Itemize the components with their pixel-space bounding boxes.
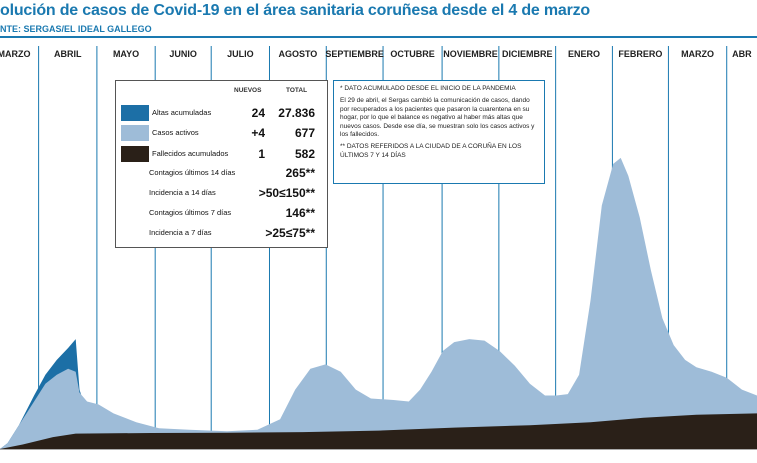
legend-extra-value: >50≤150**	[258, 186, 315, 200]
legend-row-fallecidos: Fallecidos acumulados 1 582	[116, 146, 327, 166]
month-label: DICIEMBRE	[502, 49, 553, 59]
title-rule	[0, 36, 757, 38]
legend-row-incidencia-14: Incidencia a 14 días >50≤150**	[116, 185, 327, 205]
series-areas	[0, 157, 757, 449]
legend-label: Fallecidos acumulados	[152, 149, 229, 158]
legend-extra-label: Contagios últimos 7 días	[149, 208, 232, 217]
legend-extra-label: Incidencia a 7 días	[149, 228, 212, 237]
area-fallecidos-acumulados	[0, 413, 757, 449]
note-sergas-change: El 29 de abril, el Sergas cambió la comu…	[340, 97, 535, 139]
legend-col-nuevos: NUEVOS	[234, 87, 262, 94]
month-label: SEPTIEMBRE	[325, 49, 384, 59]
legend-extra-value: 146**	[285, 206, 315, 220]
legend-col-total: TOTAL	[286, 87, 308, 94]
area-casos-activos	[0, 157, 757, 449]
legend-extra-value: >25≤75**	[265, 226, 315, 240]
legend-swatch-fallecidos	[121, 146, 149, 162]
month-label: ABRIL	[54, 49, 82, 59]
legend-label: Altas acumuladas	[152, 108, 212, 117]
month-label: AGOSTO	[278, 49, 317, 59]
month-label: MARZO	[681, 49, 714, 59]
legend-box: NUEVOS TOTAL Altas acumuladas 24 27.836 …	[115, 80, 328, 248]
legend-extra-value: 265**	[285, 166, 315, 180]
month-label: ABR	[732, 49, 752, 59]
month-label: JULIO	[227, 49, 254, 59]
month-label: MARZO	[0, 49, 31, 59]
legend-nuevos: +4	[251, 126, 265, 140]
legend-swatch-activos	[121, 125, 149, 141]
legend-nuevos: 24	[251, 106, 265, 120]
legend-extra-label: Incidencia a 14 días	[149, 188, 216, 197]
legend-row-contagios-7: Contagios últimos 7 días 146**	[116, 205, 327, 225]
month-label: FEBRERO	[618, 49, 662, 59]
month-label: NOVIEMBRE	[443, 49, 498, 59]
legend-nuevos: 1	[258, 147, 265, 161]
month-label: JUNIO	[169, 49, 197, 59]
legend-row-altas: Altas acumuladas 24 27.836	[116, 105, 327, 125]
month-labels: MARZO ABRIL MAYO JUNIO JULIO AGOSTO SEPTIEMBRE…	[0, 49, 752, 59]
month-label: MAYO	[113, 49, 139, 59]
notes-box: * DATO ACUMULADO DESDE EL INICIO DE LA P…	[333, 80, 545, 184]
legend-row-contagios-14: Contagios últimos 14 días 265**	[116, 165, 327, 185]
month-label: ENERO	[568, 49, 600, 59]
legend-row-incidencia-7: Incidencia a 7 días >25≤75**	[116, 225, 327, 245]
chart-title: olución de casos de Covid-19 en el área …	[0, 2, 590, 19]
legend-total: 582	[294, 147, 315, 161]
legend-label: Casos activos	[152, 128, 199, 137]
legend-total: 27.836	[278, 106, 315, 120]
legend-extra-label: Contagios últimos 14 días	[149, 168, 236, 177]
note-asterisk: * DATO ACUMULADO DESDE EL INICIO DE LA P…	[340, 85, 516, 92]
source-line: NTE: SERGAS/EL IDEAL GALLEGO	[0, 24, 152, 34]
legend-row-activos: Casos activos +4 677	[116, 125, 327, 145]
legend-total: 677	[294, 126, 315, 140]
note-double-asterisk: ** DATOS REFERIDOS A LA CIUDAD DE A CORU…	[340, 143, 522, 159]
month-label: OCTUBRE	[390, 49, 435, 59]
legend-swatch-altas	[121, 105, 149, 121]
